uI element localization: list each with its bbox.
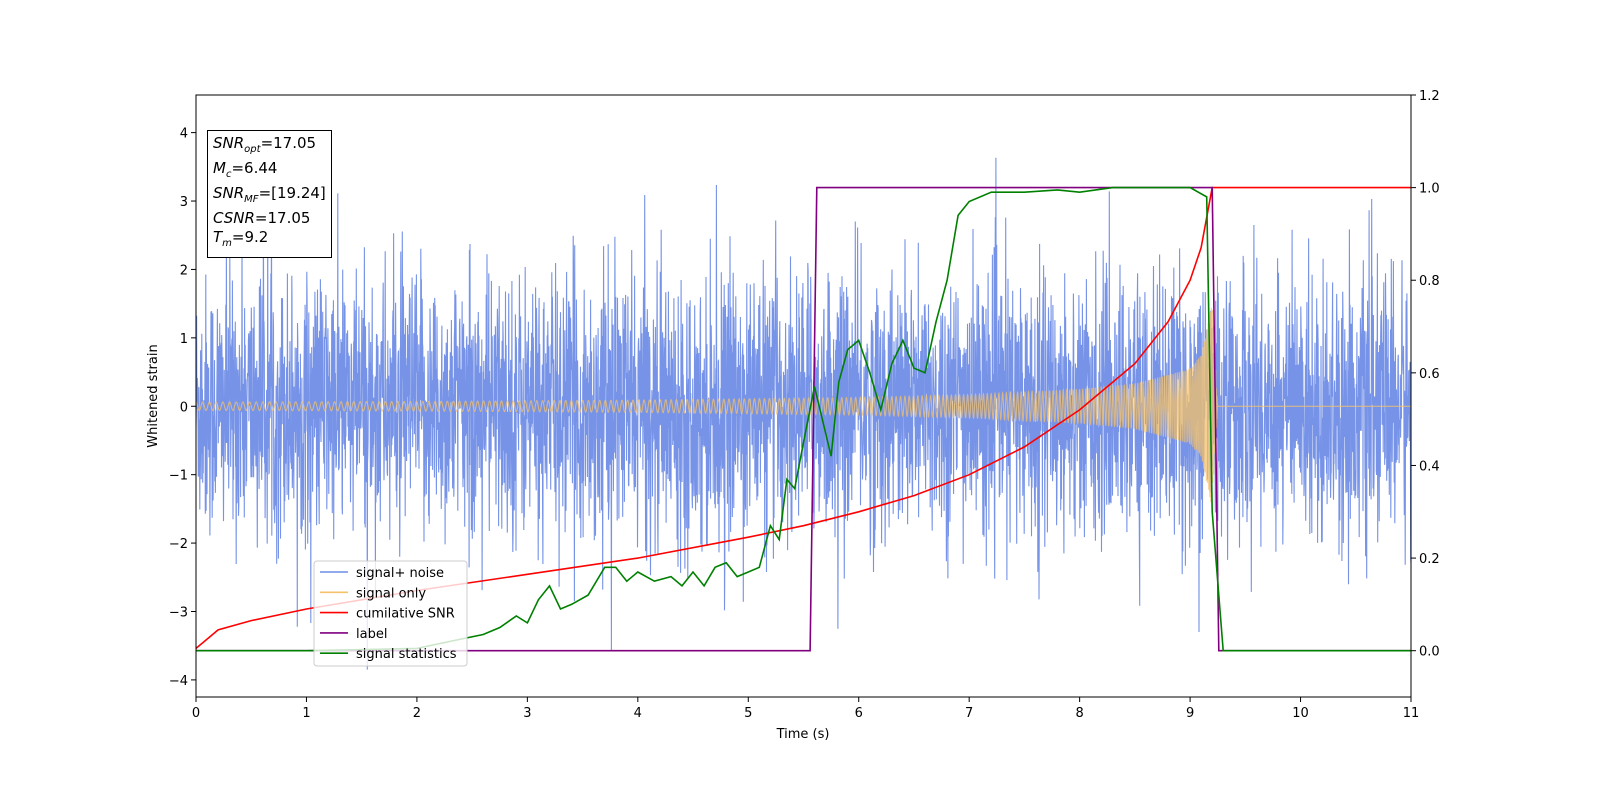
signal-only-line	[196, 307, 1411, 508]
signal-statistics-line	[196, 186, 1411, 652]
legend: signal+ noise signal only cumilative SNR la…	[313, 560, 468, 667]
tm-subscript: m	[222, 238, 232, 249]
snr-mf-line: SNRMF=[19.24]	[213, 184, 326, 209]
snr-opt-symbol: SNR	[213, 134, 245, 152]
x-tick-label: 9	[1186, 706, 1194, 721]
x-tick-label: 1	[302, 706, 310, 721]
csnr-value: =17.05	[254, 209, 311, 227]
y-right-tick-label: 1.0	[1419, 182, 1440, 197]
y-right-tick-label: 0.0	[1419, 645, 1440, 660]
csnr-line: CSNR=17.05	[213, 209, 326, 228]
x-tick-label: 8	[1075, 706, 1083, 721]
y-left-tick-label: −2	[169, 537, 188, 552]
tm-value: =9.2	[231, 228, 269, 246]
snr-opt-value: =17.05	[260, 134, 317, 152]
y-left-tick-label: 2	[180, 263, 188, 278]
snr-mf-subscript: MF	[244, 194, 259, 205]
x-axis: 0 1 2 3 4 5 6 7 8 9 10 11	[192, 697, 1419, 721]
csnr-symbol: CSNR	[213, 209, 255, 227]
mc-value: =6.44	[231, 159, 278, 177]
plot-frame	[195, 94, 1412, 698]
snr-mf-symbol: SNR	[213, 184, 245, 202]
legend-box	[313, 560, 468, 667]
snr-mf-value: =[19.24]	[258, 184, 326, 202]
y-left-tick-label: −3	[169, 605, 188, 620]
mc-symbol: M	[213, 159, 226, 177]
x-tick-label: 0	[192, 706, 200, 721]
x-tick-label: 10	[1292, 706, 1309, 721]
tm-symbol: T	[213, 228, 223, 246]
legend-label: signal+ noise	[356, 566, 444, 581]
y-axis-left: −4 −3 −2 −1 0 1 2 3 4	[169, 127, 196, 689]
x-tick-label: 11	[1403, 706, 1420, 721]
legend-label: signal statistics	[356, 647, 457, 662]
y-left-tick-label: 3	[180, 195, 188, 210]
y-left-tick-label: 4	[180, 127, 188, 142]
snr-opt-line: SNRopt=17.05	[213, 134, 326, 159]
y-right-tick-label: 1.2	[1419, 89, 1440, 104]
info-box: SNRopt=17.05 Mc=6.44 SNRMF=[19.24] CSNR=…	[207, 130, 332, 258]
legend-label: cumilative SNR	[356, 607, 455, 622]
y-axis-label: Whitened strain	[146, 344, 161, 447]
y-axis-right: 0.0 0.2 0.4 0.6 0.8 1.0 1.2	[1411, 89, 1440, 660]
x-tick-label: 4	[634, 706, 642, 721]
mc-subscript: c	[225, 169, 232, 180]
y-left-tick-label: 1	[180, 332, 188, 347]
x-tick-label: 2	[413, 706, 421, 721]
y-left-tick-label: 0	[180, 400, 188, 415]
x-tick-label: 6	[855, 706, 863, 721]
y-left-tick-label: −4	[169, 674, 188, 689]
snr-opt-subscript: opt	[244, 144, 261, 155]
y-left-tick-label: −1	[169, 469, 188, 484]
y-right-tick-label: 0.6	[1419, 367, 1440, 382]
legend-label: signal only	[356, 586, 426, 601]
x-tick-label: 7	[965, 706, 973, 721]
x-tick-label: 3	[523, 706, 531, 721]
y-right-tick-label: 0.8	[1419, 274, 1440, 289]
y-right-tick-label: 0.2	[1419, 552, 1440, 567]
tm-line: Tm=9.2	[213, 228, 326, 253]
legend-label: label	[356, 627, 387, 642]
x-tick-label: 5	[744, 706, 752, 721]
y-right-tick-label: 0.4	[1419, 459, 1440, 474]
x-axis-label: Time (s)	[776, 727, 830, 742]
mc-line: Mc=6.44	[213, 159, 326, 184]
